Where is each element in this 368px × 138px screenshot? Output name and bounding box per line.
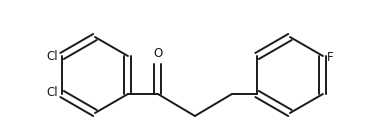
Text: Cl: Cl <box>46 51 58 63</box>
Text: O: O <box>153 47 163 60</box>
Text: F: F <box>327 51 333 64</box>
Text: Cl: Cl <box>46 87 58 99</box>
